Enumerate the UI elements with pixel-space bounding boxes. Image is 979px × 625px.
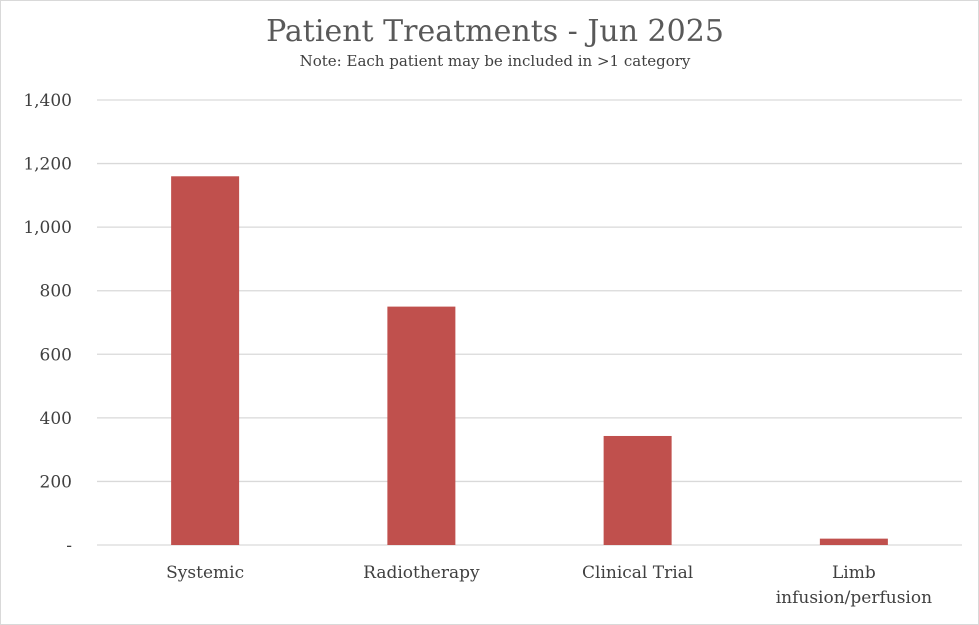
y-tick-label: - [66,536,72,556]
y-tick-label: 200 [40,472,72,492]
x-category-label: infusion/perfusion [776,588,932,608]
y-tick-label: 400 [40,409,72,429]
bar [171,176,240,546]
gridlines [97,99,962,546]
x-category-label: Limb [832,563,876,583]
bars [171,176,888,546]
y-tick-label: 800 [40,282,72,302]
x-category-label: Systemic [166,563,244,583]
y-tick-label: 1,200 [23,155,72,175]
bar [819,538,888,545]
x-axis-labels: Systemic Radiotherapy Clinical Trial Limb in… [166,563,932,608]
x-category-label: Clinical Trial [582,563,693,583]
y-tick-label: 1,400 [23,91,72,111]
bar [603,435,672,545]
bar [387,306,456,545]
chart-subtitle: Note: Each patient may be included in >1… [300,52,691,70]
y-axis-ticks: - 200 400 600 800 1,000 1,200 1,400 [23,91,72,556]
y-tick-label: 600 [40,345,72,365]
x-category-label: Radiotherapy [363,563,480,583]
chart-title: Patient Treatments - Jun 2025 [266,14,724,49]
y-tick-label: 1,000 [23,218,72,238]
